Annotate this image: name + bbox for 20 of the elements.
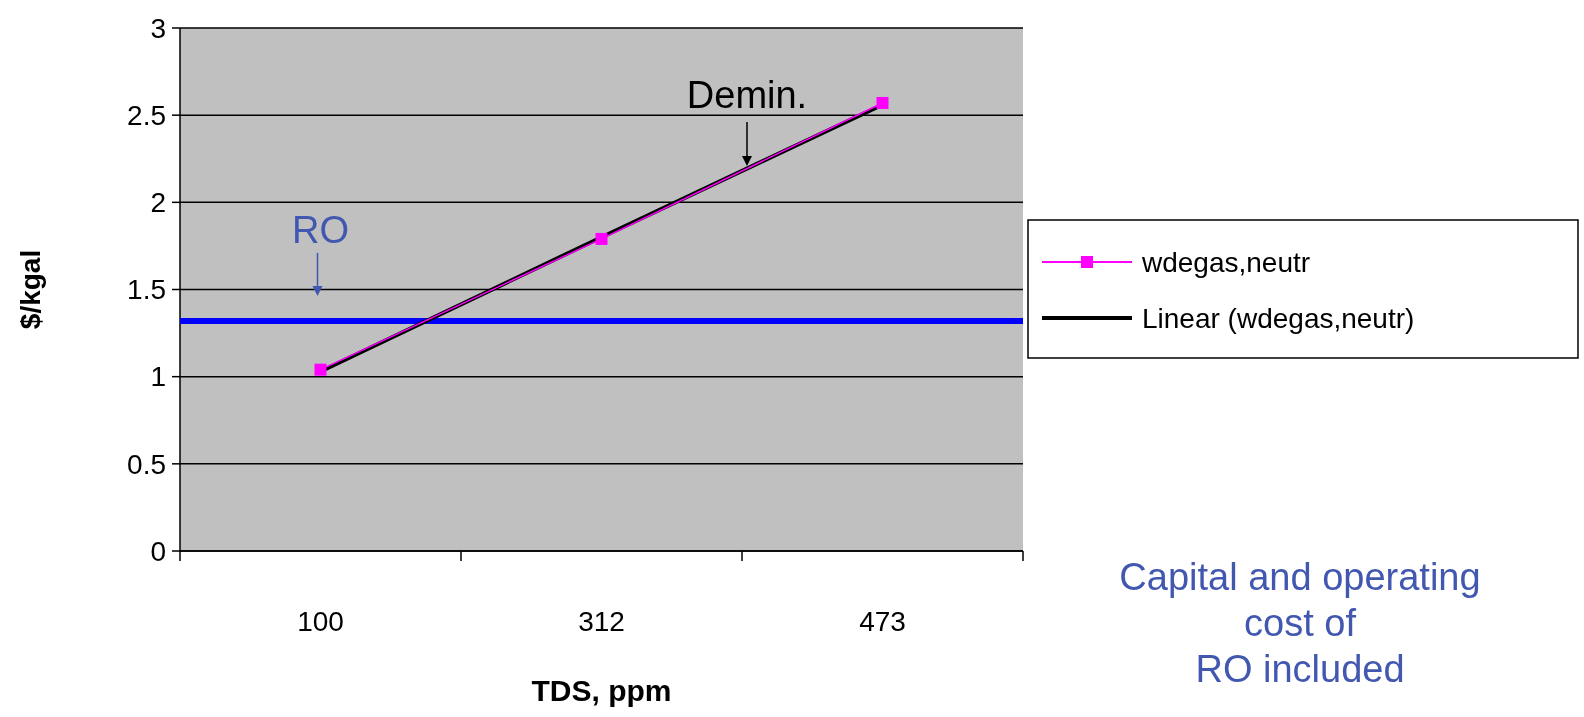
y-tick-label: 1 [150, 361, 166, 393]
annotation: Demin. [686, 74, 808, 116]
y-tick-label: 0 [150, 535, 166, 567]
y-tick-label: 1.5 [127, 274, 166, 306]
x-tick-label: 473 [859, 606, 906, 637]
y-tick-label: 3 [150, 12, 166, 44]
point [314, 363, 327, 376]
y-tick-label: 0.5 [127, 448, 166, 480]
point [595, 232, 608, 245]
legend-label: Linear (wdegas,neutr) [1142, 302, 1415, 334]
text: Capital and operating cost of RO included [1119, 556, 1481, 690]
ref-line-label: RO [292, 208, 349, 251]
y-tick-label: 2 [150, 187, 166, 219]
x-tick-label: 312 [578, 606, 625, 637]
x-axis-title: TDS, ppm [531, 674, 672, 707]
y-axis-title: $/kgal [15, 249, 46, 330]
x-tick-label: 100 [297, 606, 344, 637]
legend-label: wdegas,neutr [1141, 246, 1311, 278]
point [876, 96, 889, 109]
y-tick-label: 2.5 [127, 99, 166, 131]
